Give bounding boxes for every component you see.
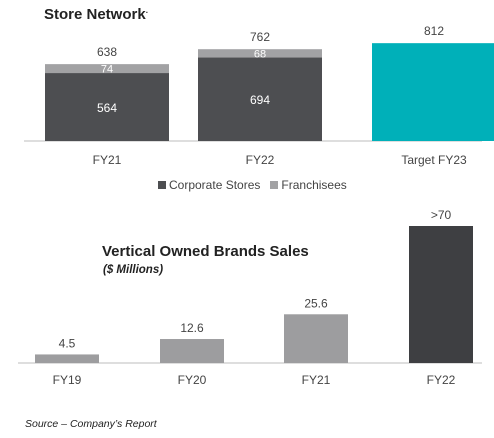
data-label-corporate-0: 564 — [97, 101, 117, 115]
store-network-tick-0: FY21 — [93, 153, 122, 167]
brands-bar-2 — [284, 314, 348, 363]
brands-tick-3: FY22 — [427, 373, 456, 387]
store-network-legend: Corporate Stores Franchisees — [158, 178, 347, 192]
brands-value-label-2: 25.6 — [304, 296, 328, 310]
bar-franchisees-0 — [45, 64, 169, 74]
bar-corporate-0 — [45, 73, 169, 141]
data-label-corporate-1: 694 — [250, 93, 270, 107]
store-network-title: Store Network. — [44, 6, 148, 23]
total-label-1: 762 — [250, 30, 270, 44]
bar-corporate-1 — [198, 57, 322, 141]
brands-tick-0: FY19 — [53, 373, 82, 387]
brands-value-label-0: 4.5 — [59, 336, 76, 350]
brands-value-label-3: >70 — [431, 208, 452, 222]
bar-target-2 — [372, 43, 494, 142]
data-label-franchisees-1: 68 — [254, 48, 266, 60]
legend-swatch-franchisees — [270, 181, 279, 189]
brands-tick-1: FY20 — [178, 373, 207, 387]
brands-sales-title: Vertical Owned Brands Sales — [102, 243, 309, 260]
brands-tick-2: FY21 — [302, 373, 331, 387]
brands-bar-0 — [35, 354, 99, 363]
total-label-2: 812 — [424, 24, 444, 38]
bar-franchisees-1 — [198, 49, 322, 58]
brands-bar-3 — [409, 226, 473, 363]
legend-swatch-corporate — [158, 181, 166, 189]
legend-item-corporate: Corporate Stores — [158, 178, 260, 192]
brands-bar-1 — [160, 339, 224, 363]
legend-label-corporate: Corporate Stores — [169, 178, 261, 192]
legend-label-franchisees: Franchisees — [281, 178, 347, 192]
data-label-franchisees-0: 74 — [101, 64, 113, 76]
store-network-tick-2: Target FY23 — [401, 153, 467, 167]
brands-value-label-1: 12.6 — [180, 321, 204, 335]
legend-item-franchisees: Franchisees — [270, 178, 347, 192]
brands-sales-subtitle: ($ Millions) — [103, 264, 164, 276]
total-label-0: 638 — [97, 45, 117, 59]
store-network-tick-1: FY22 — [246, 153, 275, 167]
source-note: Source – Company’s Report — [25, 418, 157, 430]
